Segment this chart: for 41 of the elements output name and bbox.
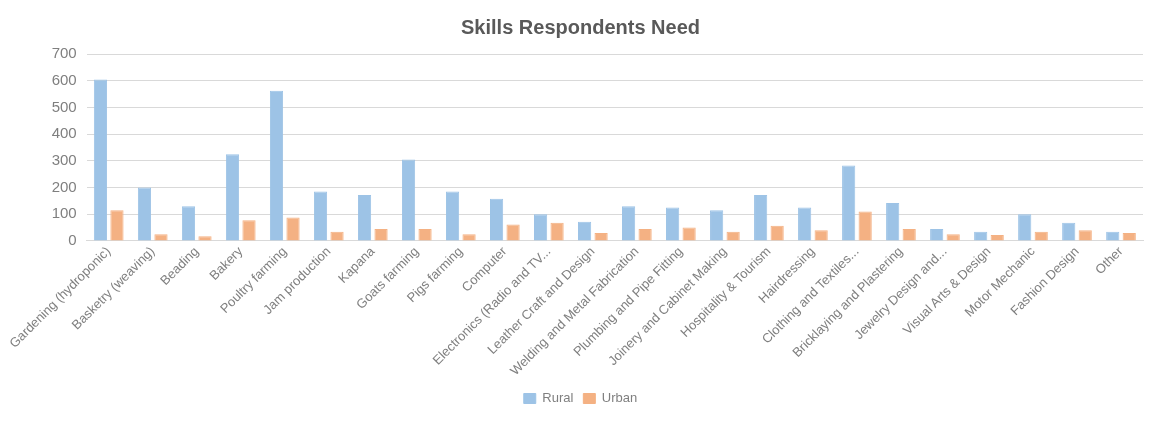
bar: [1122, 232, 1136, 241]
y-tick-label: 100: [51, 204, 77, 222]
bar: [225, 154, 240, 241]
bar: [357, 195, 372, 241]
y-tick-label: 0: [68, 231, 77, 249]
bar: [594, 232, 608, 241]
bar: [110, 210, 124, 241]
bar: [137, 187, 152, 241]
bar: [754, 195, 768, 241]
legend-label: Urban: [601, 390, 638, 406]
bar: [181, 206, 196, 241]
bar: [242, 220, 256, 241]
bar: [858, 211, 872, 241]
legend-label: Rural: [542, 390, 574, 406]
y-tick-label: 600: [51, 70, 77, 88]
bar: [313, 191, 328, 241]
bar: [798, 207, 812, 241]
bar: [1018, 214, 1032, 241]
bar: [198, 236, 212, 241]
bar: [489, 198, 504, 241]
bar: [946, 234, 960, 241]
bar: [990, 235, 1004, 241]
bar: [401, 159, 416, 241]
chart-title: Skills Respondents Need: [461, 15, 700, 38]
bar: [269, 90, 284, 241]
bar: [842, 165, 856, 241]
bar: [154, 234, 168, 241]
bar: [710, 210, 724, 241]
y-tick-label: 300: [51, 150, 77, 168]
y-tick-label: 500: [51, 97, 77, 115]
y-tick-label: 200: [51, 177, 77, 195]
bar: [622, 206, 636, 241]
y-tick-label: 400: [51, 124, 77, 142]
y-tick-label: 700: [51, 44, 77, 62]
bar: [445, 191, 460, 241]
bar: [462, 234, 476, 241]
bar: [533, 214, 548, 241]
bar: [93, 79, 108, 241]
bar: [666, 207, 680, 241]
bar: [286, 217, 300, 241]
bar: [886, 203, 900, 241]
